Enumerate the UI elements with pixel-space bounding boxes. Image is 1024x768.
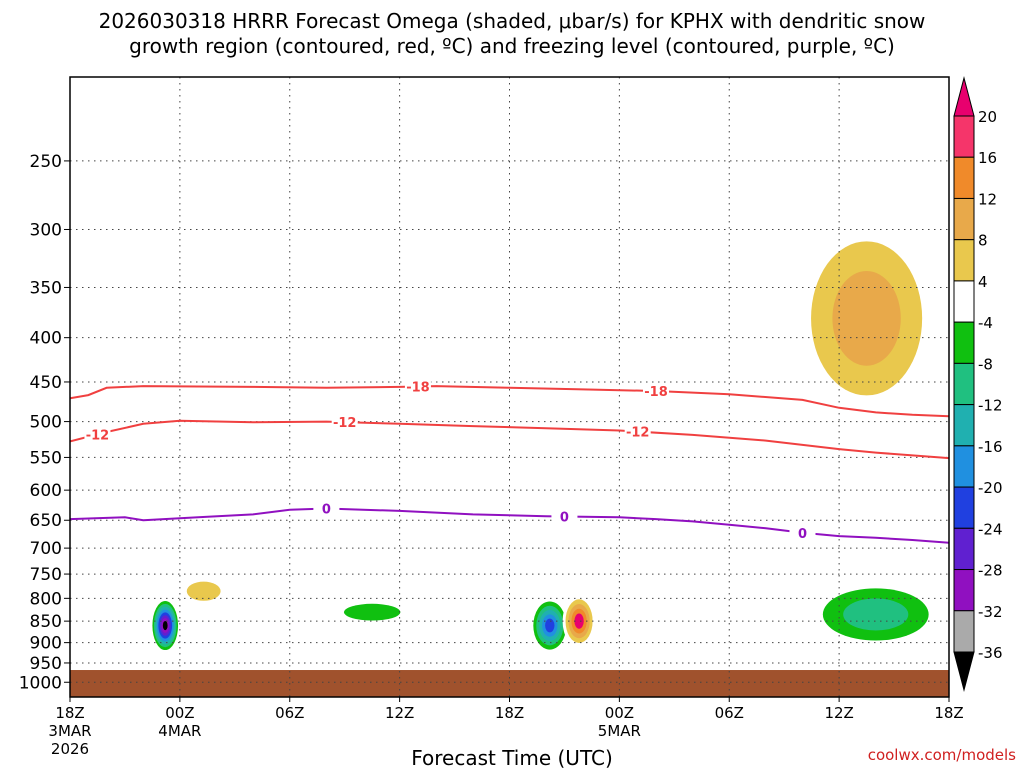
colorbar-label-1: 16 bbox=[978, 149, 997, 167]
xtick-label-48: 18Z bbox=[934, 704, 963, 722]
ytick-label-550: 550 bbox=[30, 448, 62, 468]
xtick-label-18: 12Z bbox=[385, 704, 414, 722]
colorbar-swatch-12 bbox=[953, 610, 975, 653]
contour-label-dgz-minus12-2: -12 bbox=[626, 426, 650, 441]
colorbar-swatch-4 bbox=[953, 280, 975, 323]
omega-pos-core-b-level-20 bbox=[574, 613, 584, 629]
xtick-date-30: 5MAR bbox=[598, 722, 641, 740]
colorbar-label-13: -36 bbox=[978, 644, 1003, 662]
colorbar-swatch-2 bbox=[953, 197, 975, 241]
omega-neg-mid-2-level--4 bbox=[432, 594, 488, 616]
xtick-label-12: 06Z bbox=[275, 704, 304, 722]
contour-freezing-level-0 bbox=[70, 507, 949, 544]
colorbar-swatch-0 bbox=[953, 115, 975, 158]
contour-label-bg-dgz-minus12-2 bbox=[624, 424, 651, 439]
contour-label-bg-freezing-level-0-2 bbox=[789, 525, 816, 540]
ytick-label-400: 400 bbox=[30, 329, 62, 349]
ytick-label-950: 950 bbox=[30, 654, 62, 674]
omega-shading-layer bbox=[73, 192, 949, 651]
ytick-label-350: 350 bbox=[30, 278, 62, 298]
omega-neg-right-low-level--12 bbox=[843, 598, 909, 631]
omega-pos-lowleft-level-4 bbox=[73, 536, 151, 622]
xtick-label-24: 18Z bbox=[495, 704, 524, 722]
contour-label-bg-dgz-minus12-0 bbox=[84, 427, 111, 442]
ytick-label-500: 500 bbox=[30, 413, 62, 433]
colorbar-swatch-5 bbox=[953, 321, 975, 364]
xtick-label-0: 18Z bbox=[55, 704, 84, 722]
ytick-label-1000: 1000 bbox=[19, 673, 62, 693]
omega-pos-a-level-8 bbox=[186, 581, 221, 601]
xtick-label-6: 00Z bbox=[165, 704, 194, 722]
colorbar-swatch-11 bbox=[953, 569, 975, 612]
colorbar-swatch-3 bbox=[953, 239, 975, 282]
ytick-label-700: 700 bbox=[30, 539, 62, 559]
contour-label-freezing-level-0-2: 0 bbox=[798, 527, 807, 542]
ytick-label-850: 850 bbox=[30, 612, 62, 632]
contour-label-dgz-minus18-1: -18 bbox=[644, 385, 668, 400]
omega-pos-tall-level-4 bbox=[218, 272, 277, 475]
contour-dgz-minus12 bbox=[70, 419, 949, 460]
colorbar-label-12: -32 bbox=[978, 603, 1003, 621]
colorbar-swatch-8 bbox=[953, 445, 975, 488]
ytick-label-750: 750 bbox=[30, 565, 62, 585]
contour-label-bg-dgz-minus12-1 bbox=[331, 415, 358, 430]
colorbar-label-11: -28 bbox=[978, 562, 1003, 580]
omega-neg-upper-b-level--4 bbox=[577, 222, 618, 415]
xtick-date-6: 4MAR bbox=[158, 722, 201, 740]
colorbar-label-10: -24 bbox=[978, 520, 1003, 538]
x-axis-label: Forecast Time (UTC) bbox=[411, 746, 613, 768]
contour-label-bg-freezing-level-0-0 bbox=[313, 501, 340, 516]
xtick-date-0: 3MAR bbox=[48, 722, 91, 740]
ytick-label-650: 650 bbox=[30, 511, 62, 531]
colorbar-swatch-9 bbox=[953, 486, 975, 529]
colorbar-label-5: -4 bbox=[978, 314, 993, 332]
colorbar-label-4: 4 bbox=[978, 273, 988, 291]
colorbar-bottom-arrow bbox=[953, 651, 975, 692]
omega-neg-core-a-level--36 bbox=[162, 620, 168, 631]
ytick-label-600: 600 bbox=[30, 481, 62, 501]
omega-neg-mid-left-level--8 bbox=[343, 603, 401, 621]
contour-dgz-minus18 bbox=[70, 385, 949, 418]
colorbar-swatch-1 bbox=[953, 156, 975, 199]
colorbar-label-7: -12 bbox=[978, 397, 1003, 415]
omega-pos-top-left-level-4 bbox=[132, 192, 166, 280]
pressure-axis: 2503003504004505005506006507007508008509… bbox=[19, 152, 70, 693]
contour-label-dgz-minus12-0: -12 bbox=[86, 428, 110, 443]
colorbar-label-3: 8 bbox=[978, 232, 988, 250]
contour-label-freezing-level-0-0: 0 bbox=[322, 502, 331, 517]
contour-layer: -18 -18 -12 -12 -12 0 0 0 bbox=[70, 379, 949, 544]
colorbar-swatch-10 bbox=[953, 527, 975, 571]
colorbar-label-2: 12 bbox=[978, 190, 997, 208]
colorbar-label-0: 20 bbox=[978, 108, 997, 126]
chart-title-line-2: growth region (contoured, red, ºC) and f… bbox=[129, 34, 895, 58]
colorbar: 20 16 12 8 4 -4 -8 -12 -16 -20 -24 -28 -32 -36 bbox=[953, 76, 1003, 692]
ytick-label-250: 250 bbox=[30, 152, 62, 172]
ytick-label-450: 450 bbox=[30, 373, 62, 393]
xtick-label-42: 12Z bbox=[824, 704, 853, 722]
colorbar-label-9: -20 bbox=[978, 479, 1003, 497]
gridlines bbox=[69, 77, 950, 697]
credit-text: coolwx.com/models bbox=[868, 746, 1016, 764]
contour-label-bg-freezing-level-0-1 bbox=[551, 509, 578, 524]
omega-pos-right-upper-level-12 bbox=[832, 270, 901, 366]
colorbar-swatch-7 bbox=[953, 404, 975, 447]
contour-label-bg-dgz-minus18-1 bbox=[643, 384, 669, 399]
colorbar-label-8: -16 bbox=[978, 438, 1003, 456]
contour-label-dgz-minus12-1: -12 bbox=[333, 416, 357, 431]
colorbar-swatch-6 bbox=[953, 362, 975, 406]
chart-title-line-1: 2026030318 HRRR Forecast Omega (shaded, … bbox=[99, 9, 926, 33]
ytick-label-800: 800 bbox=[30, 589, 62, 609]
colorbar-label-6: -8 bbox=[978, 355, 993, 373]
ytick-label-300: 300 bbox=[30, 220, 62, 240]
contour-label-freezing-level-0-1: 0 bbox=[560, 510, 569, 525]
ytick-label-900: 900 bbox=[30, 634, 62, 654]
contour-label-dgz-minus18-0: -18 bbox=[406, 381, 430, 396]
omega-neg-core-b-level--24 bbox=[545, 618, 555, 633]
xtick-year-0: 2026 bbox=[51, 740, 89, 758]
contour-label-bg-dgz-minus18-0 bbox=[404, 379, 431, 394]
xtick-label-36: 06Z bbox=[715, 704, 744, 722]
xtick-label-30: 00Z bbox=[605, 704, 634, 722]
